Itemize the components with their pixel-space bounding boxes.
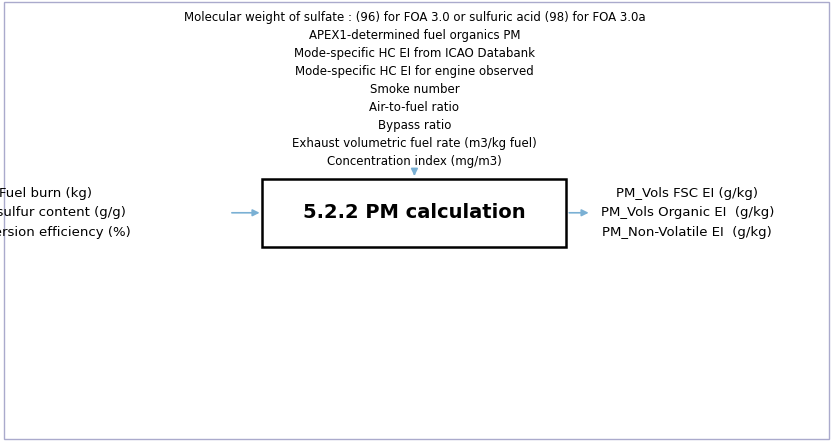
- Text: Fuel burn (kg)
Fuel sulfur content (g/g)
Conversion efficiency (%): Fuel burn (kg) Fuel sulfur content (g/g)…: [0, 187, 131, 239]
- Text: Molecular weight of sulfate : (96) for FOA 3.0 or sulfuric acid (98) for FOA 3.0: Molecular weight of sulfate : (96) for F…: [183, 11, 646, 168]
- Text: 5.2.2 PM calculation: 5.2.2 PM calculation: [303, 203, 526, 222]
- Text: PM_Vols FSC EI (g/kg)
PM_Vols Organic EI  (g/kg)
PM_Non-Volatile EI  (g/kg): PM_Vols FSC EI (g/kg) PM_Vols Organic EI…: [601, 187, 774, 239]
- Bar: [262, 179, 566, 247]
